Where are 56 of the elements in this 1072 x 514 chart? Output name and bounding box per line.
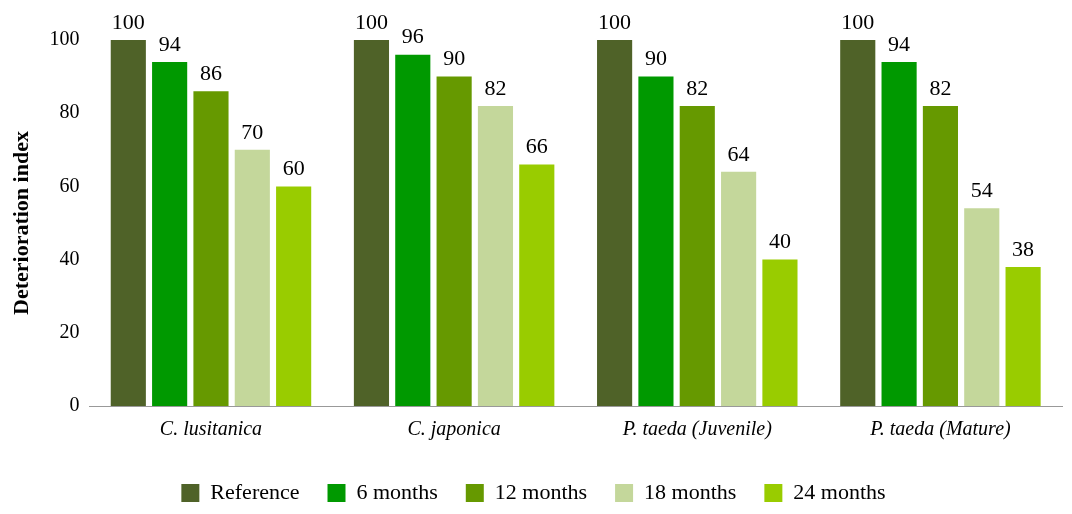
data-label: 90 [644,45,667,71]
data-label: 100 [841,8,875,34]
data-label: 64 [727,140,750,166]
data-label: 82 [929,74,952,100]
data-label: 100 [354,8,388,34]
data-label: 90 [443,45,466,71]
bar [721,171,757,406]
data-label: 100 [598,8,632,34]
legend-label: 18 months [644,478,737,504]
bar [436,76,472,406]
legend-label: 6 months [356,478,438,504]
data-label: 96 [401,23,424,49]
bar [110,40,146,406]
y-tick-label: 60 [59,173,80,196]
bar [840,40,876,406]
x-tick-label: C. japonica [407,417,501,441]
bar [477,105,514,406]
data-label: 38 [1012,235,1035,261]
bar [881,61,917,406]
x-tick-label: P. taeda (Mature) [869,417,1012,441]
data-label: 70 [241,118,264,144]
data-label: 86 [199,60,222,86]
bar [597,40,633,406]
bar [638,76,674,406]
data-label: 40 [768,228,791,254]
data-label: 94 [888,30,911,56]
bar [152,61,188,406]
data-label: 94 [158,30,181,56]
x-tick-label: P. taeda (Juvenile) [621,417,773,441]
bar [922,105,958,406]
data-label: 100 [111,8,145,34]
bar [679,105,715,406]
bar [762,259,798,406]
y-tick-label: 20 [59,320,80,343]
bar [1005,266,1041,406]
legend-label: 12 months [494,478,588,504]
y-tick-label: 100 [49,27,80,50]
bar [395,54,431,406]
bar [519,164,555,406]
legend-label: 24 months [793,478,886,504]
data-label: 82 [686,74,709,100]
y-tick-label: 80 [59,100,80,123]
bar [193,91,229,406]
data-label: 66 [525,133,548,159]
data-label: 60 [282,155,305,181]
y-tick-label: 40 [59,246,80,269]
legend-label: Reference [210,478,300,504]
data-label: 82 [484,74,507,100]
bar [276,186,312,406]
data-label: 54 [970,177,993,203]
bar [964,208,1000,406]
y-tick-label: 0 [69,393,80,416]
bar [234,149,270,406]
bar [353,40,390,406]
y-axis-title: Deterioration index [7,131,33,315]
x-tick-label: C. lusitanica [159,417,263,440]
